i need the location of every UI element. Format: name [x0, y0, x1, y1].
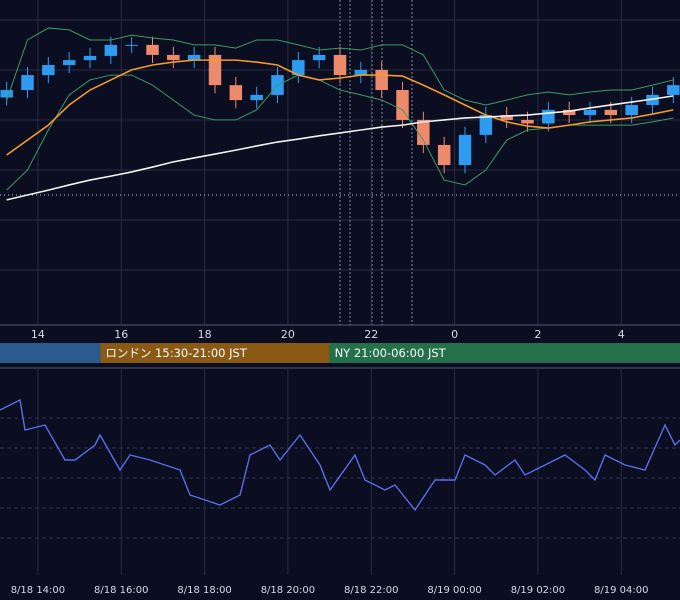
x-tick-label: 8/18 14:00 — [11, 585, 65, 596]
x-tick-label: 20 — [281, 328, 295, 341]
candle-body — [458, 134, 472, 166]
x-tick-label: 18 — [198, 328, 212, 341]
x-tick-label: 8/19 02:00 — [511, 585, 565, 596]
osc-grid — [0, 417, 680, 539]
candle-body — [250, 94, 263, 101]
candle-body — [396, 90, 409, 120]
candle-body — [562, 109, 576, 116]
candle-body — [354, 69, 368, 76]
candle-body — [208, 54, 222, 86]
candle-body — [479, 115, 493, 135]
x-tick-label: 22 — [364, 328, 378, 341]
x-tick-label: 8/18 20:00 — [261, 585, 315, 596]
x-tick-label: 8/18 18:00 — [177, 585, 231, 596]
session-band — [329, 343, 680, 363]
x-tick-label: 16 — [114, 328, 128, 341]
session-band — [0, 343, 101, 363]
candle-body — [500, 115, 513, 120]
oscillator-line — [0, 398, 680, 512]
x-tick-label: 8/19 00:00 — [427, 585, 481, 596]
candle-body — [125, 44, 138, 46]
candle-body — [104, 44, 118, 56]
candle-body — [312, 54, 326, 61]
x-tick-label: 8/18 22:00 — [344, 585, 398, 596]
candle-body — [167, 54, 180, 61]
candle-body — [375, 69, 388, 91]
candle-body — [0, 90, 13, 98]
candle-body — [333, 54, 347, 76]
candle-body — [667, 85, 680, 95]
candle-body — [646, 94, 659, 105]
candle-body — [83, 55, 97, 61]
candle-body — [187, 54, 201, 61]
candle-body — [521, 119, 534, 124]
candle-body — [604, 109, 618, 116]
candle-body — [583, 109, 597, 116]
session-label: NY 21:00-06:00 JST — [335, 346, 447, 360]
candle-body — [437, 144, 451, 166]
candle-body — [42, 65, 55, 76]
x-tick-label: 8/19 04:00 — [594, 585, 648, 596]
candle-body — [229, 85, 243, 101]
candle-body — [292, 60, 305, 76]
candle-body — [21, 75, 34, 91]
candle-body — [62, 60, 76, 65]
indicator-line — [6, 59, 674, 156]
x-tick-label: 4 — [618, 328, 625, 341]
plot-area — [0, 0, 680, 325]
x-tick-label: 8/18 16:00 — [94, 585, 148, 596]
candle-body — [625, 104, 638, 116]
session-band — [100, 343, 330, 363]
indicator-line — [6, 95, 674, 201]
candle-body — [417, 119, 430, 145]
x-tick-label: 2 — [534, 328, 541, 341]
x-tick-label: 0 — [451, 328, 458, 341]
session-label: ロンドン 15:30-21:00 JST — [105, 346, 247, 360]
indicator-line — [6, 27, 674, 106]
x-tick-label: 14 — [31, 328, 45, 341]
candle-body — [146, 44, 159, 55]
